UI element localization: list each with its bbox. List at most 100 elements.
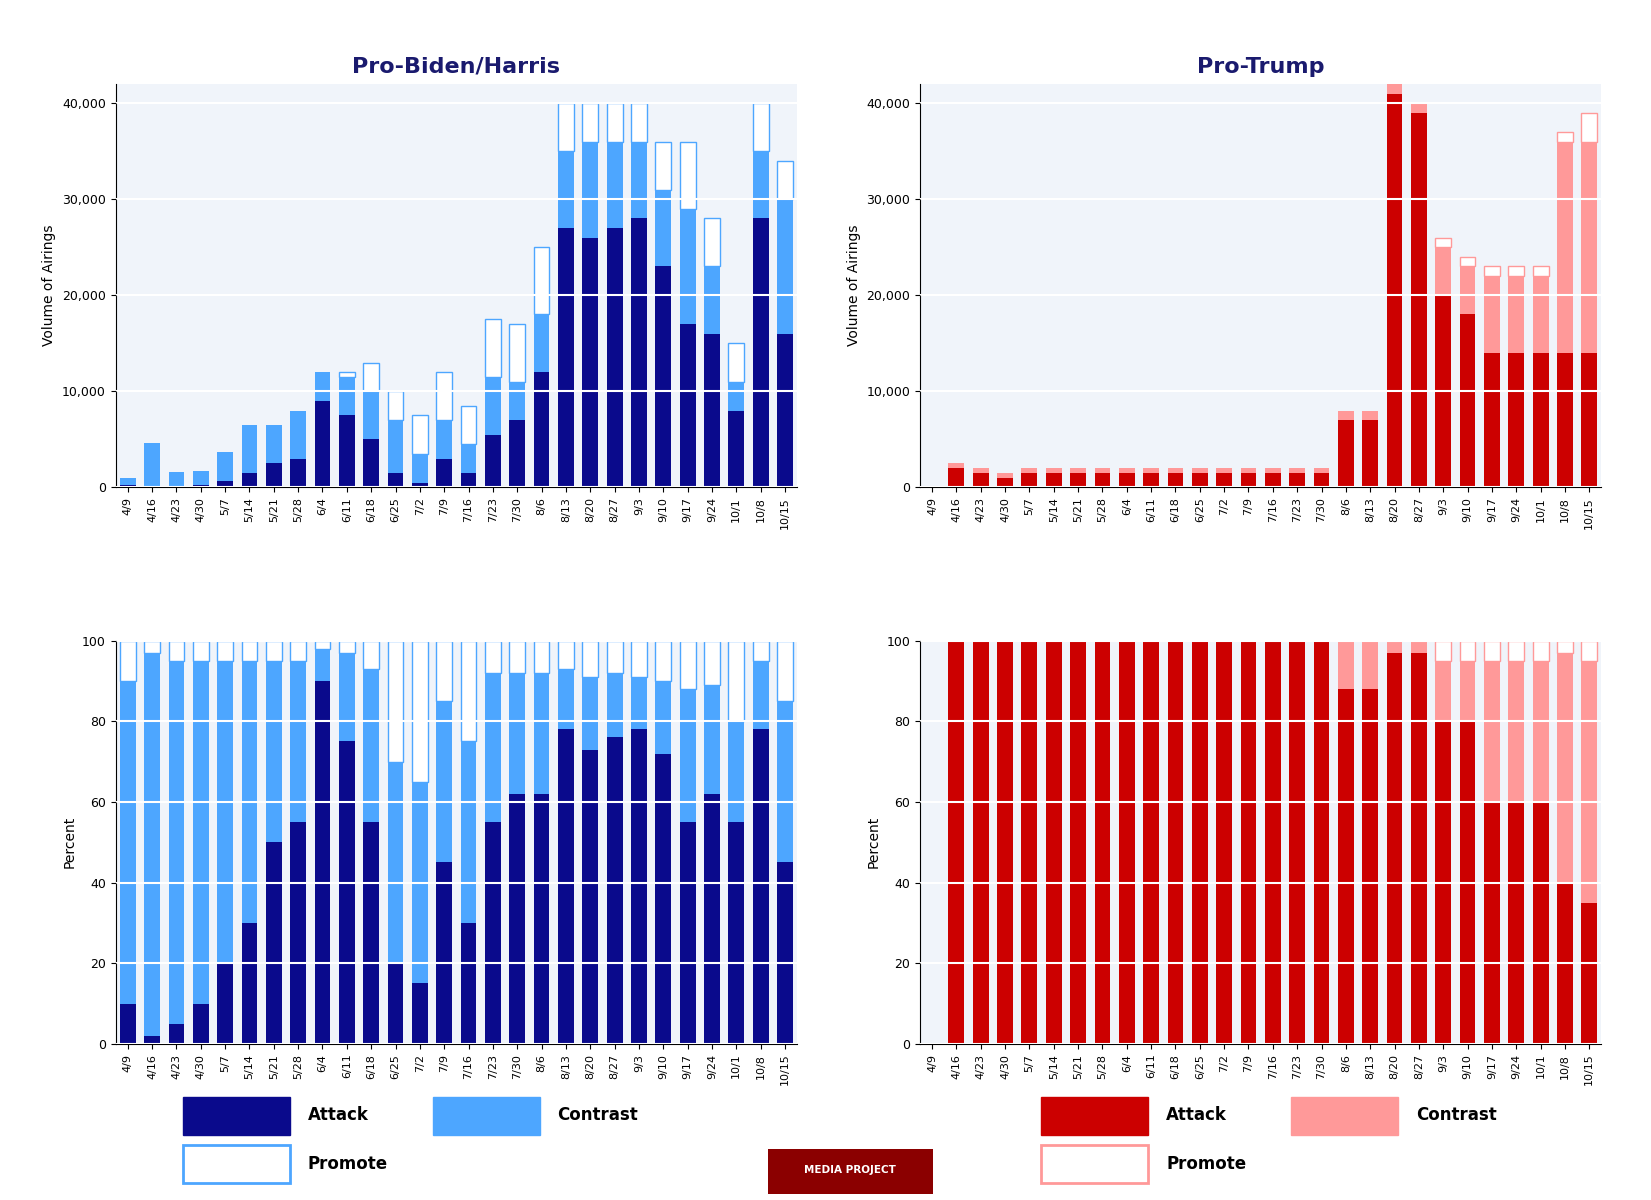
Bar <box>168 661 185 1024</box>
Bar <box>388 964 403 1044</box>
Bar <box>703 218 720 266</box>
Bar <box>1459 257 1476 266</box>
Bar <box>485 377 500 434</box>
Bar <box>315 649 330 680</box>
Bar <box>655 190 672 266</box>
Bar <box>558 151 575 228</box>
Bar <box>1387 84 1402 94</box>
Bar <box>1435 641 1451 661</box>
Bar <box>1042 1097 1149 1135</box>
Bar <box>1459 314 1476 487</box>
Bar <box>1412 113 1426 487</box>
Bar <box>1362 641 1379 689</box>
Bar <box>728 822 745 1044</box>
Bar <box>193 1003 208 1044</box>
Bar <box>1557 883 1573 1044</box>
Bar <box>509 641 525 673</box>
Bar <box>461 444 477 473</box>
Bar <box>291 661 305 822</box>
Bar <box>1192 468 1209 473</box>
Bar <box>583 677 598 750</box>
Bar <box>338 372 355 377</box>
Bar <box>558 641 575 668</box>
Bar <box>241 641 258 661</box>
Bar <box>1557 142 1573 353</box>
Text: Attack: Attack <box>1166 1106 1227 1124</box>
Y-axis label: Volume of Airings: Volume of Airings <box>847 224 860 347</box>
Bar <box>728 721 745 822</box>
Bar <box>1291 1097 1398 1135</box>
Bar <box>1557 353 1573 487</box>
Bar <box>680 689 695 822</box>
Bar <box>315 401 330 487</box>
Title: Pro-Biden/Harris: Pro-Biden/Harris <box>352 56 560 77</box>
Bar <box>291 458 305 487</box>
Bar <box>1435 247 1451 295</box>
Bar <box>363 391 380 439</box>
Bar <box>1289 473 1304 487</box>
Bar <box>266 842 282 1044</box>
Bar <box>413 482 428 487</box>
Bar <box>997 641 1014 1044</box>
Bar <box>606 673 622 738</box>
Bar <box>436 458 452 487</box>
Bar <box>1557 641 1573 653</box>
Bar <box>121 1003 135 1044</box>
Bar <box>168 1024 185 1044</box>
Bar <box>583 142 598 238</box>
Bar <box>291 641 305 661</box>
Bar <box>1532 661 1549 802</box>
Bar <box>1289 468 1304 473</box>
Bar <box>703 641 720 685</box>
Bar <box>144 653 160 1036</box>
Bar <box>1582 902 1597 1044</box>
Bar <box>680 324 695 487</box>
Bar <box>1387 653 1402 1044</box>
Bar <box>291 822 305 1044</box>
Bar <box>461 406 477 444</box>
Bar <box>1435 295 1451 487</box>
Bar <box>1167 473 1184 487</box>
Bar <box>461 641 477 742</box>
Bar <box>728 382 745 410</box>
Text: Promote: Promote <box>307 1154 388 1172</box>
Bar <box>266 661 282 842</box>
Bar <box>533 247 550 314</box>
Bar <box>753 103 769 151</box>
Bar <box>948 641 964 1044</box>
Bar <box>606 738 622 1044</box>
Text: Contrast: Contrast <box>1417 1106 1497 1124</box>
Bar <box>1582 113 1597 142</box>
Bar <box>241 473 258 487</box>
Bar <box>1337 420 1354 487</box>
Bar <box>266 425 282 463</box>
Bar <box>1070 473 1086 487</box>
Bar <box>1459 266 1476 314</box>
Bar <box>218 452 233 481</box>
Bar <box>363 822 380 1044</box>
Bar <box>388 473 403 487</box>
Bar <box>413 984 428 1044</box>
Bar <box>1557 132 1573 142</box>
Bar <box>1582 641 1597 661</box>
Bar <box>1484 353 1499 487</box>
Bar <box>778 161 792 199</box>
Bar <box>1192 473 1209 487</box>
Bar <box>1412 641 1426 653</box>
Bar <box>1582 353 1597 487</box>
Bar <box>388 391 403 420</box>
Bar <box>1042 1145 1149 1183</box>
Bar <box>363 641 380 668</box>
Bar <box>997 473 1014 478</box>
Bar <box>631 142 647 218</box>
Bar <box>1022 473 1037 487</box>
Bar <box>1240 468 1256 473</box>
Bar <box>413 782 428 984</box>
Bar <box>680 142 695 209</box>
Bar <box>1412 103 1426 113</box>
Bar <box>1045 641 1062 1044</box>
Bar <box>1484 266 1499 276</box>
Bar <box>1265 641 1281 1044</box>
Bar <box>436 641 452 701</box>
Bar <box>485 641 500 673</box>
